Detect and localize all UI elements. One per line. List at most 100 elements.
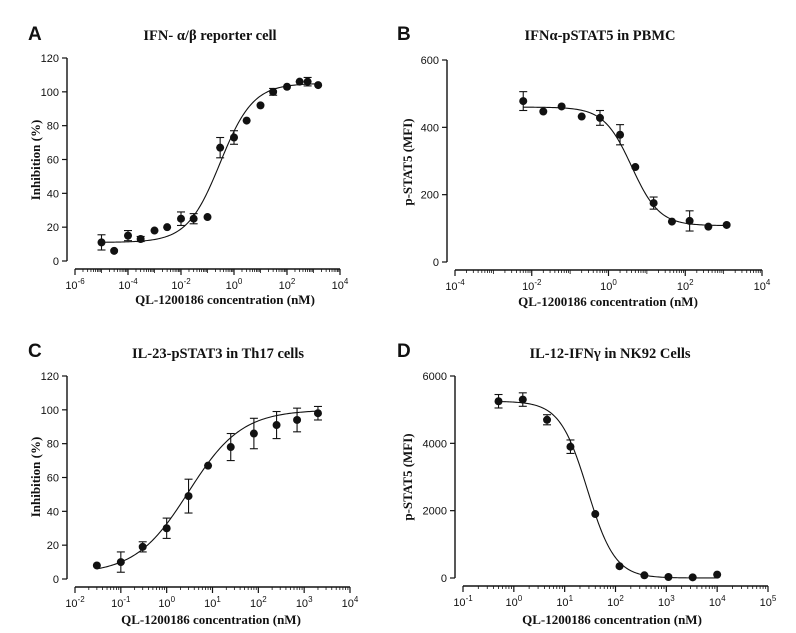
data-point	[226, 443, 235, 452]
data-point	[640, 571, 649, 580]
x-tick-label: 102	[279, 277, 296, 292]
x-tick-label: 104	[332, 277, 349, 292]
data-point	[204, 461, 213, 470]
data-point	[256, 101, 265, 110]
data-point	[494, 397, 503, 406]
fit-curve	[498, 400, 718, 579]
data-point	[269, 87, 278, 96]
data-point	[249, 429, 258, 438]
y-tick-label: 400	[421, 122, 439, 134]
chart-title: IFNα-pSTAT5 in PBMC	[525, 28, 676, 44]
data-point	[595, 113, 604, 122]
plot-area: 0 200 400 600 10-4 10-2 100 102 104	[421, 55, 771, 293]
data-point	[97, 238, 106, 247]
plot-area: 0 20 40 60 80 100 120 10-6 10-4 10-2 100 102 104	[41, 53, 349, 292]
data-point	[518, 395, 527, 404]
y-tick-label: 60	[47, 155, 59, 167]
y-tick-label: 20	[47, 222, 59, 234]
y-tick-label: 80	[47, 439, 59, 451]
data-point	[216, 143, 225, 152]
data-point	[314, 81, 323, 90]
x-axis-label: QL-1200186 concentration (nM)	[135, 292, 315, 307]
y-axis-label: p-STAT5 (MFI)	[400, 118, 415, 205]
data-point	[313, 409, 322, 418]
y-tick-label: 6000	[423, 371, 447, 383]
y-tick-label: 120	[41, 53, 59, 65]
data-point	[667, 217, 676, 226]
y-tick-label: 120	[41, 371, 59, 383]
x-tick-label: 100	[505, 594, 522, 609]
data-point	[242, 116, 251, 125]
x-axis-label: QL-1200186 concentration (nM)	[121, 612, 301, 627]
x-tick-label: 104	[709, 594, 726, 609]
x-tick-label: 10-1	[453, 594, 473, 609]
data-point	[685, 216, 694, 225]
data-point	[184, 492, 193, 501]
data-point	[124, 231, 132, 240]
data-point	[163, 223, 172, 232]
x-tick-label: 105	[760, 594, 777, 609]
plot-area: 0 2000 4000 6000 10-1 100 101 102 103 104 105	[423, 371, 777, 609]
panel-label: B	[397, 24, 411, 45]
x-tick-label: 102	[250, 595, 267, 610]
chart-title: IL-12-IFNγ in NK92 Cells	[529, 346, 690, 362]
data-point	[615, 562, 624, 571]
x-tick-label: 10-2	[171, 277, 191, 292]
y-tick-label: 20	[47, 540, 59, 552]
x-tick-label: 100	[226, 277, 243, 292]
y-tick-label: 0	[433, 257, 439, 269]
data-point	[272, 421, 281, 430]
data-point	[631, 163, 640, 172]
fit-curve	[96, 410, 318, 570]
y-tick-label: 60	[47, 473, 59, 485]
panel-d: D IL-12-IFNγ in NK92 Cells p-STAT5 (MFI)…	[397, 341, 777, 627]
chart-title: IFN- α/β reporter cell	[143, 28, 276, 44]
data-point	[664, 572, 673, 581]
x-tick-label: 102	[677, 278, 694, 293]
data-point	[577, 112, 586, 121]
y-axis-label: Inhibition (%)	[28, 120, 43, 201]
x-tick-label: 10-2	[65, 595, 85, 610]
panel-c: C IL-23-pSTAT3 in Th17 cells Inhibition …	[28, 341, 359, 627]
y-axis-label: p-STAT5 (MFI)	[400, 433, 415, 520]
data-point	[189, 214, 198, 223]
y-tick-label: 0	[53, 574, 59, 586]
data-point	[616, 130, 625, 139]
panel-b: B IFNα-pSTAT5 in PBMC p-STAT5 (MFI) QL-1…	[397, 24, 771, 309]
data-point	[688, 573, 697, 582]
data-point	[519, 97, 528, 106]
data-point	[539, 107, 548, 116]
data-point	[283, 82, 291, 91]
data-point	[566, 442, 575, 451]
data-point	[150, 226, 159, 235]
y-tick-label: 2000	[423, 506, 447, 518]
x-tick-label: 103	[296, 595, 313, 610]
data-point	[116, 558, 125, 567]
x-tick-label: 10-4	[445, 278, 465, 293]
x-tick-label: 102	[607, 594, 624, 609]
x-tick-label: 10-1	[111, 595, 131, 610]
data-point	[303, 77, 312, 86]
data-point	[543, 415, 552, 424]
x-tick-label: 103	[658, 594, 675, 609]
x-axis-label: QL-1200186 concentration (nM)	[518, 294, 698, 309]
panel-label: C	[28, 341, 42, 362]
y-tick-label: 40	[47, 506, 59, 518]
x-tick-label: 100	[158, 595, 175, 610]
y-tick-label: 0	[53, 256, 59, 268]
y-tick-label: 100	[41, 405, 59, 417]
y-tick-label: 4000	[423, 438, 447, 450]
data-point	[110, 246, 119, 255]
y-tick-label: 80	[47, 121, 59, 133]
y-tick-label: 0	[441, 573, 447, 585]
data-point	[138, 542, 147, 551]
chart-title: IL-23-pSTAT3 in Th17 cells	[132, 346, 304, 362]
fit-curve	[523, 106, 727, 227]
data-point	[92, 561, 101, 570]
panel-label: D	[397, 341, 411, 362]
x-tick-label: 101	[556, 594, 573, 609]
data-point	[203, 213, 212, 222]
data-point	[230, 133, 238, 142]
y-tick-label: 100	[41, 87, 59, 99]
